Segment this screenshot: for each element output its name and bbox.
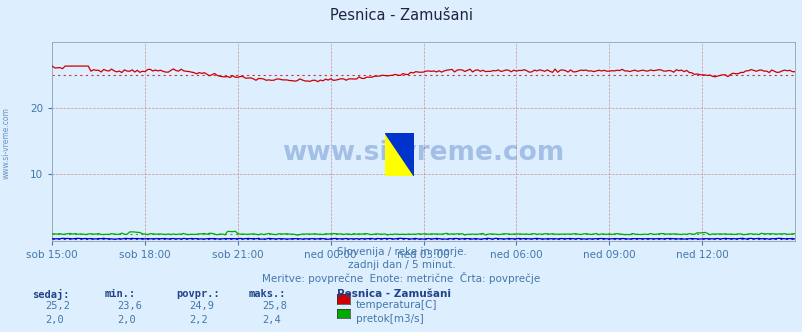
Text: temperatura[C]: temperatura[C]: [355, 300, 436, 310]
Text: min.:: min.:: [104, 289, 136, 299]
Text: maks.:: maks.:: [249, 289, 286, 299]
Text: Pesnica - Zamušani: Pesnica - Zamušani: [330, 8, 472, 23]
Polygon shape: [385, 133, 413, 176]
Text: povpr.:: povpr.:: [176, 289, 220, 299]
Text: 2,0: 2,0: [45, 315, 63, 325]
Text: 2,0: 2,0: [117, 315, 136, 325]
Text: 25,8: 25,8: [261, 301, 286, 311]
Text: 2,2: 2,2: [189, 315, 208, 325]
Text: www.si-vreme.com: www.si-vreme.com: [282, 140, 564, 166]
Text: 25,2: 25,2: [45, 301, 70, 311]
Polygon shape: [385, 133, 413, 176]
Text: Pesnica - Zamušani: Pesnica - Zamušani: [337, 289, 451, 299]
Text: 23,6: 23,6: [117, 301, 142, 311]
Text: www.si-vreme.com: www.si-vreme.com: [2, 107, 11, 179]
Text: 24,9: 24,9: [189, 301, 214, 311]
Text: sedaj:: sedaj:: [32, 289, 70, 300]
Text: zadnji dan / 5 minut.: zadnji dan / 5 minut.: [347, 260, 455, 270]
Text: pretok[m3/s]: pretok[m3/s]: [355, 314, 423, 324]
Text: Meritve: povprečne  Enote: metrične  Črta: povprečje: Meritve: povprečne Enote: metrične Črta:…: [262, 272, 540, 284]
Text: Slovenija / reke in morje.: Slovenija / reke in morje.: [336, 247, 466, 257]
Text: 2,4: 2,4: [261, 315, 280, 325]
